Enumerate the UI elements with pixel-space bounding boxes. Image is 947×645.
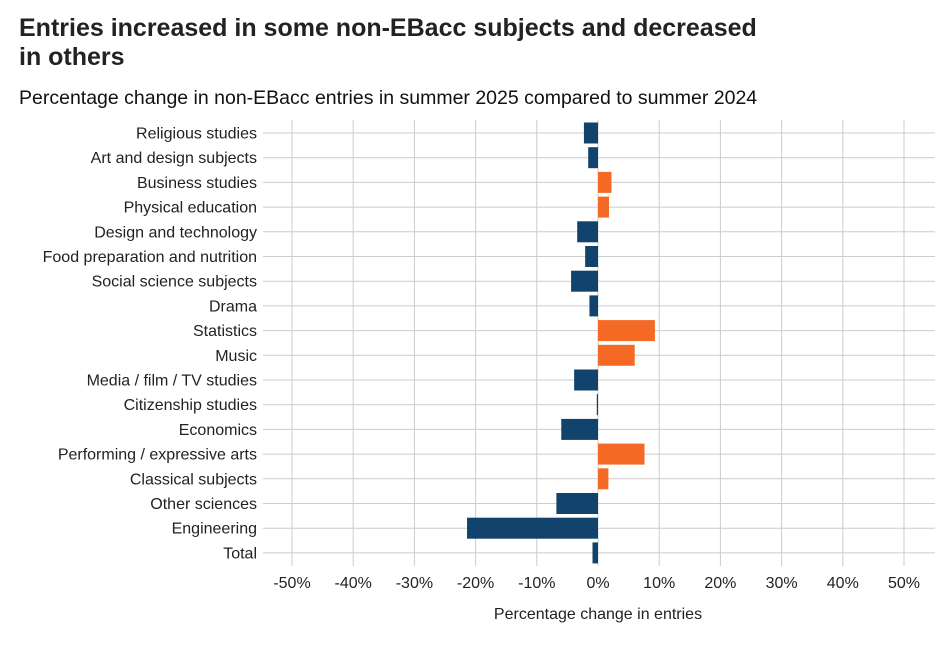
bar: [598, 344, 635, 366]
bar: [598, 443, 645, 465]
chart-subtitle: Percentage change in non-EBacc entries i…: [19, 87, 758, 109]
category-label: Social science subjects: [92, 274, 257, 291]
x-tick-label: -30%: [396, 575, 433, 592]
bar: [598, 468, 609, 490]
category-label: Classical subjects: [130, 471, 257, 488]
category-label: Art and design subjects: [91, 150, 257, 167]
bar: [467, 517, 598, 539]
bar: [556, 493, 598, 514]
category-label: Citizenship studies: [124, 397, 257, 414]
category-labels: Religious studies Art and design subjects…: [43, 126, 257, 563]
bar: [585, 246, 598, 267]
x-tick-label: -10%: [518, 575, 555, 592]
bar: [598, 196, 610, 218]
x-tick-label: -40%: [335, 575, 372, 592]
bar: [598, 320, 655, 342]
x-tick-label: -50%: [273, 575, 310, 592]
x-tick-label: 30%: [766, 575, 798, 592]
category-label: Performing / expressive arts: [58, 447, 257, 464]
category-label: Design and technology: [94, 224, 257, 241]
x-tick-label: 0%: [586, 575, 609, 592]
category-label: Physical education: [124, 200, 257, 217]
bar: [571, 270, 598, 292]
bar: [589, 295, 598, 317]
x-tick-label: 50%: [888, 575, 920, 592]
category-label: Drama: [209, 298, 257, 315]
bar: [592, 542, 598, 564]
chart-title: Entries increased in some non-EBacc subj…: [19, 14, 757, 71]
bar: [596, 394, 598, 416]
category-label: Media / film / TV studies: [87, 373, 257, 390]
bar: [583, 122, 598, 144]
category-label: Religious studies: [136, 126, 257, 143]
category-label: Food preparation and nutrition: [43, 249, 257, 266]
x-tick-labels: -50% -40% -30% -20% -10% 0% 10% 20% 30% 40% 50%: [273, 575, 920, 592]
x-tick-label: -20%: [457, 575, 494, 592]
category-label: Economics: [179, 422, 257, 439]
x-axis-title: Percentage change in entries: [494, 606, 702, 623]
grid-lines: [263, 120, 935, 566]
bar: [598, 171, 612, 193]
bar: [588, 147, 598, 169]
category-label: Music: [215, 348, 257, 365]
bar: [561, 418, 598, 440]
bar: [577, 221, 598, 243]
category-label: Engineering: [172, 521, 257, 538]
bars: [467, 122, 655, 564]
category-label: Statistics: [193, 323, 257, 340]
bar: [574, 369, 598, 391]
category-label: Business studies: [137, 175, 257, 192]
x-tick-label: 40%: [827, 575, 859, 592]
x-tick-label: 10%: [643, 575, 675, 592]
category-label: Other sciences: [150, 496, 257, 513]
x-tick-label: 20%: [704, 575, 736, 592]
category-label: Total: [223, 545, 257, 562]
